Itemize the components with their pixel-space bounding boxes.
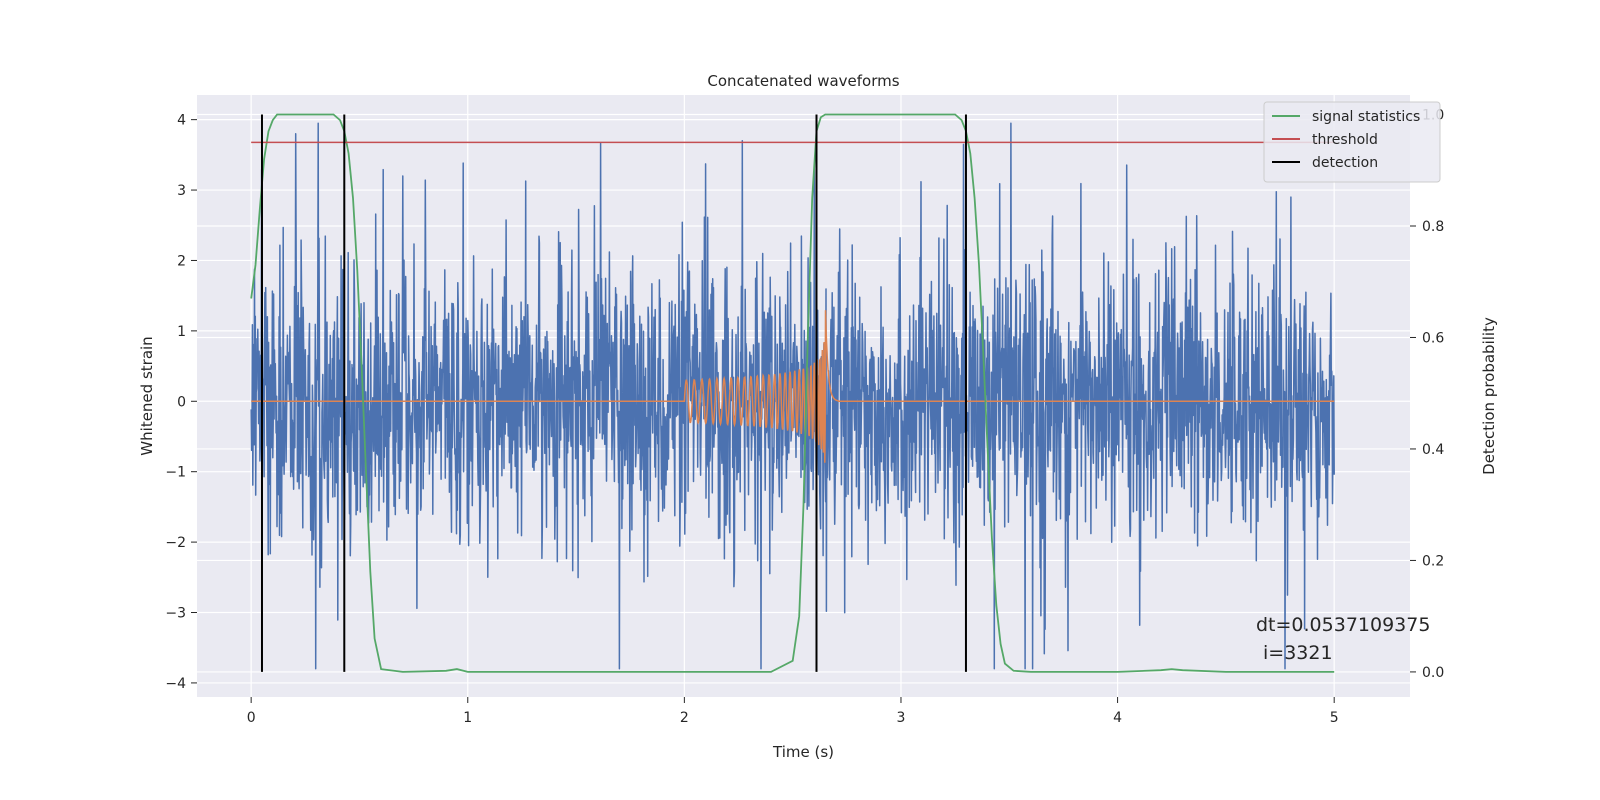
signal-statistics-line [250,113,1335,673]
legend-label-signal-statistics: signal statistics [1312,109,1420,125]
x-tick-label-2: 2 [680,710,689,726]
template-series [251,310,1335,463]
annotation-dt: dt=0.0537109375 [1256,614,1430,636]
template-line [251,310,1335,463]
y2-axis-label: Detection probability [1480,317,1498,475]
y-tick-label-0: −4 [165,676,186,692]
y-tick-label-4: 0 [177,394,186,410]
y-tick-label-5: 1 [177,324,186,340]
y-tick-label-7: 3 [177,183,186,199]
legend: signal statistics threshold detection [1263,101,1441,183]
x-tick-label-4: 4 [1113,710,1122,726]
strain-series [250,122,1335,670]
x-tick-label-3: 3 [897,710,906,726]
y-tick-label-8: 4 [177,113,186,129]
y-tick-label-2: −2 [165,535,186,551]
x-tick-label-1: 1 [463,710,472,726]
y2-tick-label-2: 0.4 [1422,442,1444,458]
legend-label-threshold: threshold [1312,132,1378,148]
y-tick-label-1: −3 [165,606,186,622]
annotation-index: i=3321 [1263,642,1333,664]
strain-line [250,122,1335,670]
y-axis-label: Whitened strain [138,336,156,455]
y-tick-label-3: −1 [165,465,186,481]
y2-tick-label-3: 0.6 [1422,330,1444,346]
legend-box [1263,101,1441,183]
y2-tick-label-1: 0.2 [1422,553,1444,569]
chart-title: Concatenated waveforms [707,72,899,90]
x-tick-label-0: 0 [247,710,256,726]
x-tick-label-5: 5 [1330,710,1339,726]
y-tick-label-6: 2 [177,253,186,269]
statistics-layer [250,113,1335,673]
x-axis-label: Time (s) [772,743,834,761]
y2-tick-label-4: 0.8 [1422,219,1444,235]
legend-label-detection: detection [1312,155,1378,171]
y2-tick-label-0: 0.0 [1422,665,1444,681]
